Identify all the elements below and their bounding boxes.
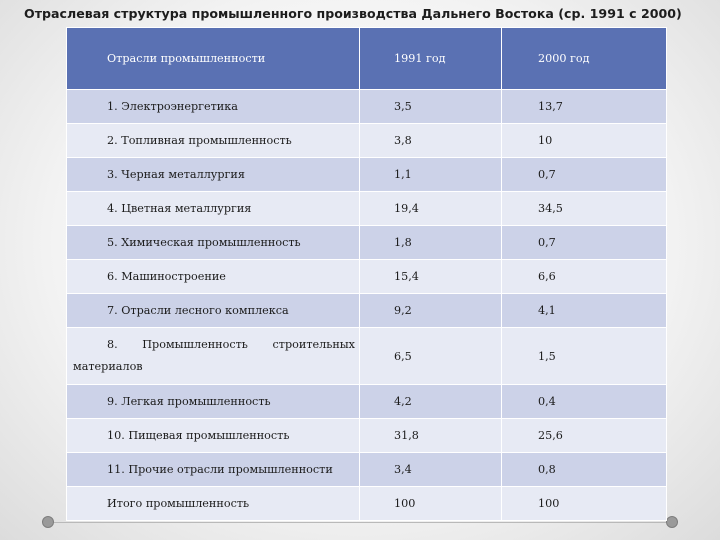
value-1991-cell: 15,4: [359, 259, 502, 294]
industry-label-cell: 3. Черная металлургия: [66, 157, 360, 192]
value-2000-cell: 1,5: [501, 327, 667, 385]
value-1991-cell: 1,8: [359, 225, 502, 260]
divider-dot-right: [666, 516, 678, 528]
slide-divider-line: [48, 522, 672, 523]
table-row: 9. Легкая промышленность 4,2 0,4: [66, 384, 667, 419]
industry-label-cell: 6. Машиностроение: [66, 259, 360, 294]
table-row: Итого промышленность 100 100: [66, 486, 667, 521]
value-2000-cell: 100: [501, 486, 667, 521]
value-2000-cell: 25,6: [501, 418, 667, 453]
value-1991-cell: 9,2: [359, 293, 502, 328]
table-row: 1. Электроэнергетика 3,5 13,7: [66, 89, 667, 124]
header-cell-2000: 2000 год: [501, 27, 667, 90]
table-row: 10. Пищевая промышленность 31,8 25,6: [66, 418, 667, 453]
table-row: 4. Цветная металлургия 19,4 34,5: [66, 191, 667, 226]
value-1991-cell: 3,8: [359, 123, 502, 158]
table-row: 11. Прочие отрасли промышленности 3,4 0,…: [66, 452, 667, 487]
table-row: 7. Отрасли лесного комплекса 9,2 4,1: [66, 293, 667, 328]
value-1991-cell: 6,5: [359, 327, 502, 385]
industry-label-cell: 4. Цветная металлургия: [66, 191, 360, 226]
industry-label-cell: 9. Легкая промышленность: [66, 384, 360, 419]
value-2000-cell: 0,7: [501, 225, 667, 260]
industry-label-cell: 8. Промышленность строительных материало…: [66, 327, 360, 385]
value-1991-cell: 1,1: [359, 157, 502, 192]
value-2000-cell: 0,4: [501, 384, 667, 419]
value-2000-cell: 0,8: [501, 452, 667, 487]
value-2000-cell: 4,1: [501, 293, 667, 328]
industry-label-cell: 7. Отрасли лесного комплекса: [66, 293, 360, 328]
industry-label-line-2: материалов: [73, 360, 143, 373]
value-2000-cell: 34,5: [501, 191, 667, 226]
header-cell-industry: Отрасли промышленности: [66, 27, 360, 90]
value-1991-cell: 3,5: [359, 89, 502, 124]
industry-label-cell: 1. Электроэнергетика: [66, 89, 360, 124]
value-1991-cell: 19,4: [359, 191, 502, 226]
value-1991-cell: 100: [359, 486, 502, 521]
table-header-row: Отрасли промышленности 1991 год 2000 год: [66, 27, 667, 90]
industry-label-line-1: 8. Промышленность строительных: [107, 338, 355, 351]
table-row: 6. Машиностроение 15,4 6,6: [66, 259, 667, 294]
industry-label-cell: 5. Химическая промышленность: [66, 225, 360, 260]
industry-label-cell: Итого промышленность: [66, 486, 360, 521]
industry-label-cell: 10. Пищевая промышленность: [66, 418, 360, 453]
value-2000-cell: 6,6: [501, 259, 667, 294]
industry-label-cell: 2. Топливная промышленность: [66, 123, 360, 158]
value-1991-cell: 3,4: [359, 452, 502, 487]
slide-title: Отраслевая структура промышленного произ…: [24, 6, 682, 21]
value-1991-cell: 4,2: [359, 384, 502, 419]
table-row: 3. Черная металлургия 1,1 0,7: [66, 157, 667, 192]
table-row: 2. Топливная промышленность 3,8 10: [66, 123, 667, 158]
header-cell-1991: 1991 год: [359, 27, 502, 90]
value-2000-cell: 13,7: [501, 89, 667, 124]
value-2000-cell: 10: [501, 123, 667, 158]
value-1991-cell: 31,8: [359, 418, 502, 453]
table-row: 5. Химическая промышленность 1,8 0,7: [66, 225, 667, 260]
divider-dot-left: [42, 516, 54, 528]
value-2000-cell: 0,7: [501, 157, 667, 192]
industry-label-cell: 11. Прочие отрасли промышленности: [66, 452, 360, 487]
industry-structure-table: Отрасли промышленности 1991 год 2000 год…: [66, 27, 667, 521]
table-row: 8. Промышленность строительных материало…: [66, 327, 667, 385]
